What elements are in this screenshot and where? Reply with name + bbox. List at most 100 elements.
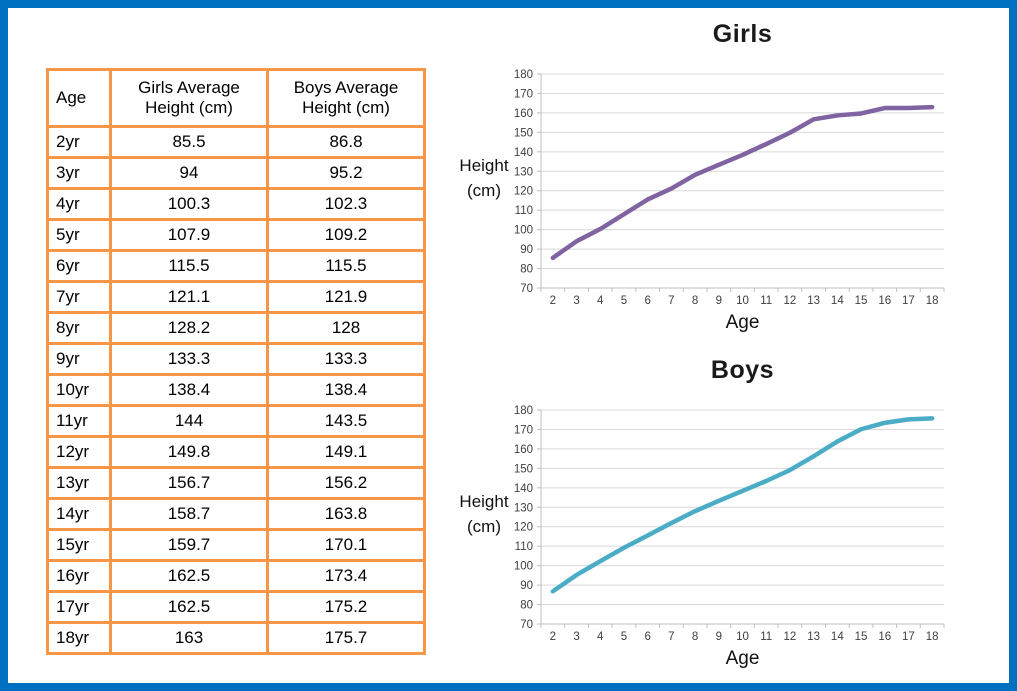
x-tick-label: 6 (644, 631, 650, 643)
y-tick-label: 130 (514, 502, 533, 514)
x-tick-label: 11 (760, 295, 772, 307)
table-cell-age: 15yr (46, 528, 112, 562)
table-cell-boys-height: 175.2 (266, 590, 426, 624)
table-cell-age: 8yr (46, 311, 112, 345)
table-row: 12yr 149.8 149.1 (46, 435, 426, 469)
table-row: 8yr 128.2 128 (46, 311, 426, 345)
girls-chart-title: Girls (712, 20, 773, 48)
table-cell-boys-height: 175.7 (266, 621, 426, 655)
y-tick-label: 150 (514, 463, 533, 475)
table-cell-boys-height: 156.2 (266, 466, 426, 500)
table-row: 18yr 163 175.7 (46, 621, 426, 655)
table-cell-boys-height: 149.1 (266, 435, 426, 469)
x-tick-label: 8 (692, 631, 698, 643)
table-row: 14yr 158.7 163.8 (46, 497, 426, 531)
boys-chart-title: Boys (710, 356, 775, 384)
table-cell-boys-height: 128 (266, 311, 426, 345)
table-row: 15yr 159.7 170.1 (46, 528, 426, 562)
x-tick-label: 5 (621, 631, 627, 643)
table-row: 16yr 162.5 173.4 (46, 559, 426, 593)
y-tick-label: 100 (514, 225, 533, 237)
y-tick-label: 110 (515, 541, 533, 553)
table-cell-boys-height: 133.3 (266, 342, 426, 376)
table-cell-girls-height: 156.7 (109, 466, 269, 500)
x-tick-label: 3 (573, 295, 579, 307)
table-cell-boys-height: 86.8 (266, 125, 426, 159)
boys-y-axis-label-line1: Height (459, 492, 509, 511)
table-cell-girls-height: 107.9 (109, 218, 269, 252)
y-tick-label: 160 (514, 444, 533, 456)
y-tick-label: 90 (520, 244, 533, 256)
x-tick-label: 4 (597, 631, 604, 643)
table-cell-boys-height: 173.4 (266, 559, 426, 593)
x-tick-label: 10 (736, 631, 749, 643)
table-cell-age: 3yr (46, 156, 112, 190)
x-tick-label: 12 (784, 295, 797, 307)
y-tick-label: 170 (514, 424, 533, 436)
boys-data-line (550, 416, 935, 594)
girls-y-axis-label-line2: (cm) (467, 180, 501, 200)
y-tick-label: 80 (520, 264, 533, 276)
girls-plot-area: 70 80 90 100 110 120 130 140 150 160 170 180 2 3 4 5 6 7 8… (514, 69, 945, 307)
girls-y-axis-label-line1: Height (459, 156, 509, 175)
boys-chart: Boys Height (cm) 70 80 90 100 110 120 130 140 15… (448, 352, 1009, 682)
x-tick-label: 14 (831, 295, 844, 307)
table-cell-boys-height: 143.5 (266, 404, 426, 438)
table-cell-age: 16yr (46, 559, 112, 593)
table-cell-age: 9yr (46, 342, 112, 376)
x-tick-label: 17 (902, 295, 915, 307)
table-row: 6yr 115.5 115.5 (46, 249, 426, 283)
girls-data-line (550, 104, 935, 261)
y-tick-label: 150 (514, 127, 533, 139)
table-cell-girls-height: 121.1 (109, 280, 269, 314)
boys-y-axis-label: Height (cm) (448, 490, 520, 539)
table-cell-age: 6yr (46, 249, 112, 283)
x-tick-label: 16 (878, 295, 891, 307)
x-tick-label: 18 (926, 295, 939, 307)
y-tick-label: 110 (515, 205, 533, 217)
table-cell-age: 13yr (46, 466, 112, 500)
y-tick-label: 80 (520, 600, 533, 612)
x-tick-label: 15 (855, 631, 868, 643)
table-cell-boys-height: 170.1 (266, 528, 426, 562)
y-tick-label: 120 (514, 186, 533, 198)
table-cell-girls-height: 162.5 (109, 559, 269, 593)
x-tick-label: 18 (926, 631, 939, 643)
table-cell-girls-height: 133.3 (109, 342, 269, 376)
x-tick-label: 14 (831, 631, 844, 643)
girls-x-axis-label: Age (725, 312, 760, 333)
table-row: 10yr 138.4 138.4 (46, 373, 426, 407)
table-cell-girls-height: 159.7 (109, 528, 269, 562)
table-row: 11yr 144 143.5 (46, 404, 426, 438)
x-tick-label: 17 (902, 631, 915, 643)
table-cell-age: 18yr (46, 621, 112, 655)
table-cell-girls-height: 138.4 (109, 373, 269, 407)
table-cell-boys-height: 109.2 (266, 218, 426, 252)
table-cell-girls-height: 100.3 (109, 187, 269, 221)
x-tick-label: 15 (855, 295, 868, 307)
y-tick-label: 160 (514, 108, 533, 120)
table-row: 2yr 85.5 86.8 (46, 125, 426, 159)
height-data-table: Age Girls Average Height (cm) Boys Avera… (46, 68, 426, 655)
table-header-boys: Boys Average Height (cm) (266, 68, 426, 128)
table-row: 7yr 121.1 121.9 (46, 280, 426, 314)
x-tick-label: 16 (878, 631, 891, 643)
x-tick-label: 2 (550, 631, 556, 643)
table-cell-age: 2yr (46, 125, 112, 159)
table-cell-age: 4yr (46, 187, 112, 221)
x-tick-label: 12 (784, 631, 797, 643)
x-tick-label: 8 (692, 295, 698, 307)
table-cell-age: 17yr (46, 590, 112, 624)
table-cell-boys-height: 95.2 (266, 156, 426, 190)
y-tick-label: 140 (514, 483, 533, 495)
table-cell-girls-height: 115.5 (109, 249, 269, 283)
table-cell-age: 10yr (46, 373, 112, 407)
girls-y-axis-label: Height (cm) (448, 154, 520, 203)
boys-y-axis-label-line2: (cm) (467, 516, 501, 536)
boys-x-axis-label: Age (725, 648, 760, 669)
y-tick-label: 90 (520, 580, 533, 592)
x-tick-label: 6 (644, 295, 650, 307)
table-body: 2yr 85.5 86.8 3yr 94 95.2 4yr 100.3 102.3 5yr 107.… (46, 125, 426, 655)
table-cell-age: 11yr (46, 404, 112, 438)
table-header-row: Age Girls Average Height (cm) Boys Avera… (46, 68, 426, 128)
